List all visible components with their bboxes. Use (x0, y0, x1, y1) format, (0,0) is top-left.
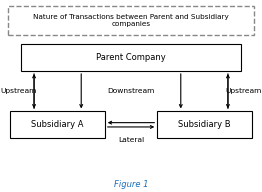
Text: Subsidiary A: Subsidiary A (31, 120, 84, 129)
FancyBboxPatch shape (10, 111, 105, 138)
Text: Subsidiary B: Subsidiary B (178, 120, 231, 129)
Text: Parent Company: Parent Company (96, 53, 166, 62)
Text: Upstream: Upstream (226, 88, 262, 94)
Text: Lateral: Lateral (118, 137, 144, 143)
Text: Figure 1: Figure 1 (114, 180, 148, 189)
Text: Nature of Transactions between Parent and Subsidiary
companies: Nature of Transactions between Parent an… (33, 14, 229, 27)
FancyBboxPatch shape (21, 44, 241, 71)
Text: Upstream: Upstream (0, 88, 36, 94)
Text: Downstream: Downstream (107, 88, 155, 94)
FancyBboxPatch shape (157, 111, 252, 138)
